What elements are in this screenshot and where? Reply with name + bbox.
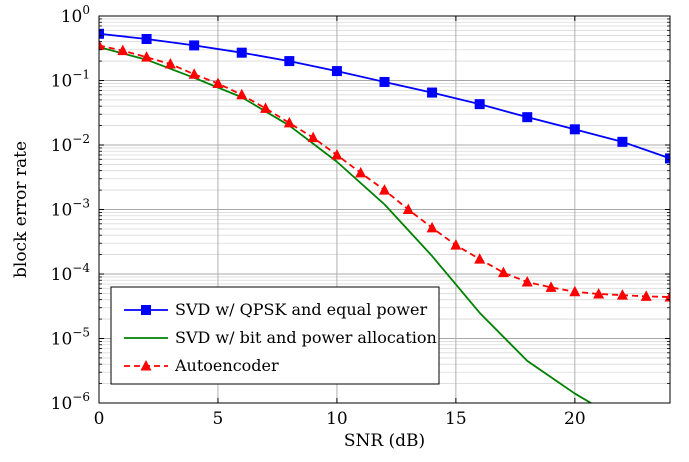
y-axis-label: block error rate: [11, 141, 31, 278]
plot-area: [99, 28, 670, 403]
y-tick-label: 10−4: [51, 261, 91, 285]
data-point-triangle: [140, 360, 152, 371]
data-point-triangle: [331, 148, 343, 160]
data-point-square: [141, 305, 151, 315]
legend-box: [110, 286, 440, 385]
legend-label: SVD w/ bit and power allocation: [175, 328, 437, 347]
data-point-square: [284, 56, 295, 67]
data-point-triangle: [497, 266, 509, 278]
axis-ticks: 0 5 10 15 20 100 10−1 10−2 10−3 10−4 10−5 10−6: [51, 3, 670, 429]
data-point-square: [427, 87, 438, 98]
data-point-triangle: [355, 166, 367, 178]
series: [99, 46, 593, 403]
x-tick-label: 20: [564, 409, 586, 429]
data-point-square: [99, 28, 104, 39]
x-tick-label: 0: [94, 409, 105, 429]
data-point-square: [665, 153, 670, 164]
data-point-triangle: [640, 290, 652, 301]
series: [99, 28, 670, 164]
data-point-triangle: [474, 253, 486, 264]
x-tick-label: 10: [326, 409, 348, 429]
data-point-triangle: [379, 184, 390, 195]
data-point-triangle: [164, 58, 176, 69]
data-point-square: [474, 99, 485, 110]
y-tick-label: 10−3: [51, 197, 90, 221]
y-tick-label: 10−5: [51, 326, 90, 350]
y-tick-label: 10−1: [51, 68, 90, 92]
data-point-triangle: [569, 285, 581, 297]
data-point-square: [617, 136, 628, 147]
data-point-square: [236, 47, 247, 58]
x-tick-label: 5: [213, 409, 224, 429]
data-point-square: [569, 124, 580, 135]
data-point-triangle: [593, 287, 605, 299]
data-point-triangle: [188, 68, 200, 79]
series: [99, 39, 670, 302]
x-tick-label: 15: [445, 409, 467, 429]
legend: SVD w/ QPSK and equal power SVD w/ bit an…: [110, 286, 440, 385]
data-point-triangle: [426, 221, 438, 233]
data-point-triangle: [141, 51, 153, 62]
legend-label: SVD w/ QPSK and equal power: [175, 300, 427, 319]
data-point-triangle: [616, 289, 628, 300]
data-point-triangle: [283, 116, 295, 128]
data-point-triangle: [402, 203, 414, 214]
x-axis-label: SNR (dB): [344, 431, 425, 451]
data-point-triangle: [212, 77, 224, 88]
y-tick-label: 10−6: [51, 390, 90, 414]
y-tick-label: 10−2: [51, 132, 90, 156]
data-point-triangle: [117, 44, 129, 56]
data-point-triangle: [236, 88, 248, 100]
data-point-triangle: [307, 131, 319, 143]
data-point-square: [522, 112, 533, 123]
data-point-square: [141, 33, 152, 44]
data-point-square: [189, 40, 200, 51]
series-line: [99, 32, 670, 160]
data-point-triangle: [521, 276, 533, 287]
y-tick-label: 100: [61, 3, 90, 27]
data-point-square: [379, 76, 390, 87]
data-point-square: [331, 66, 342, 77]
data-point-triangle: [545, 281, 557, 292]
legend-label: Autoencoder: [174, 356, 279, 375]
data-point-triangle: [260, 102, 272, 113]
data-point-triangle: [450, 239, 462, 250]
series-line: [99, 46, 593, 403]
